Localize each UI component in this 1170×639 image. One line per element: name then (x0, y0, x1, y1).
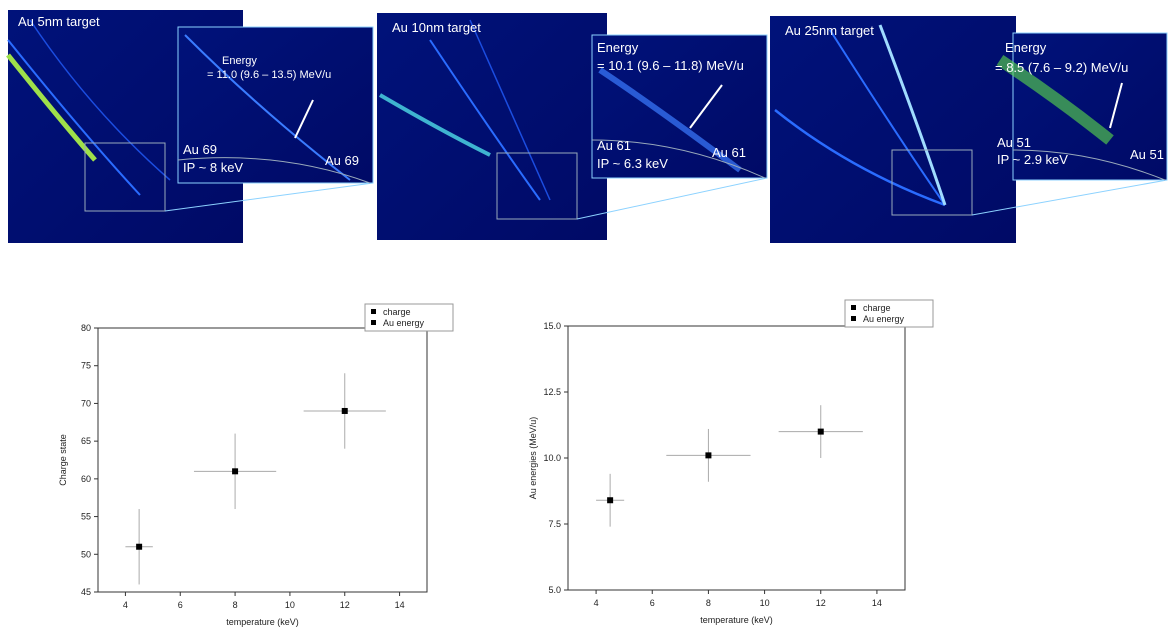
point (607, 497, 614, 504)
point (136, 543, 143, 550)
point (817, 428, 824, 435)
energy-label: Energy (222, 55, 257, 67)
energy: = 10.1 (9.6 – 11.8) MeV/u (597, 58, 744, 73)
x-tick-label: 14 (872, 598, 882, 608)
plot-frame (567, 325, 906, 591)
panel-title: Au 10nm target (392, 20, 481, 35)
panel-title: Au 5nm target (18, 14, 100, 29)
image-panel: Au 25nm target Energy = 8.5 (7.6 – 9.2) … (770, 16, 1168, 243)
x-tick-label: 12 (816, 598, 826, 608)
trace (378, 93, 491, 157)
detector-image (770, 16, 1016, 243)
inset-image (1012, 32, 1168, 181)
x-tick-label: 14 (395, 600, 405, 610)
trace (177, 157, 371, 184)
image-panel: Au 10nm target Energy = 10.1 (9.6 – 11.8… (377, 13, 768, 240)
trace (996, 55, 1114, 145)
curve-label: Au 61 (712, 145, 746, 160)
trace (469, 19, 551, 201)
ip: IP ~ 6.3 keV (597, 156, 668, 171)
trace (6, 53, 97, 162)
trace (1012, 149, 1166, 181)
legend-marker (851, 305, 856, 310)
legend-label: Au energy (383, 318, 425, 328)
trace (598, 67, 742, 173)
arrow (689, 84, 723, 129)
zoom-line (971, 179, 1168, 216)
zoom-box (84, 142, 166, 212)
energy: = 11.0 (9.6 – 13.5) MeV/u (207, 69, 331, 81)
trace (29, 19, 171, 181)
y-tick-label: 10.0 (543, 453, 561, 463)
ion: Au 69 (183, 142, 217, 157)
legend-label: charge (863, 303, 891, 313)
y-tick-label: 5.0 (548, 585, 561, 595)
point (341, 407, 348, 414)
legend-label: Au energy (863, 314, 905, 324)
curve-label: Au 51 (1130, 147, 1164, 162)
x-tick-label: 10 (760, 598, 770, 608)
y-tick-label: 12.5 (543, 387, 561, 397)
plot-frame (97, 327, 428, 593)
y-axis-label: Au energies (MeV/u) (528, 417, 538, 500)
x-axis-label: temperature (keV) (700, 615, 773, 625)
x-tick-label: 8 (706, 598, 711, 608)
point (232, 468, 239, 475)
arrow (1109, 82, 1123, 129)
y-tick-label: 15.0 (543, 321, 561, 331)
inset-image (177, 26, 374, 184)
legend-marker (851, 316, 856, 321)
x-tick-label: 4 (594, 598, 599, 608)
energy-label: Energy (597, 40, 639, 55)
x-tick-label: 8 (233, 600, 238, 610)
legend-marker (371, 320, 376, 325)
y-tick-label: 7.5 (548, 519, 561, 529)
trace (7, 39, 141, 196)
trace (829, 29, 946, 206)
energy-label: Energy (1005, 40, 1047, 55)
x-axis-label: temperature (keV) (226, 617, 299, 627)
zoom-box (891, 149, 973, 216)
energy: = 8.5 (7.6 – 9.2) MeV/u (995, 60, 1128, 75)
y-tick-label: 75 (81, 361, 91, 371)
y-axis-label: Charge state (58, 434, 68, 486)
legend-box (844, 299, 934, 328)
trace (429, 39, 541, 201)
ip: IP ~ 2.9 keV (997, 152, 1068, 167)
ion: Au 51 (997, 135, 1031, 150)
panel-title: Au 25nm target (785, 23, 874, 38)
y-tick-label: 70 (81, 398, 91, 408)
inset-image (591, 34, 768, 179)
legend-label: charge (383, 307, 411, 317)
x-tick-label: 4 (123, 600, 128, 610)
y-tick-label: 45 (81, 587, 91, 597)
y-tick-label: 50 (81, 549, 91, 559)
ion: Au 61 (597, 138, 631, 153)
y-tick-label: 55 (81, 512, 91, 522)
zoom-line (164, 182, 374, 212)
ip: IP ~ 8 keV (183, 160, 243, 175)
zoom-box (496, 152, 578, 220)
x-tick-label: 10 (285, 600, 295, 610)
y-tick-label: 65 (81, 436, 91, 446)
legend-box (364, 303, 454, 332)
image-panel: Au 5nm target Energy = 11.0 (9.6 – 13.5)… (6, 10, 374, 243)
arrow (294, 99, 314, 139)
detector-image (377, 13, 607, 240)
trace (878, 24, 947, 206)
x-tick-label: 6 (650, 598, 655, 608)
trace (184, 34, 351, 181)
x-tick-label: 12 (340, 600, 350, 610)
point (705, 452, 712, 459)
trace (774, 109, 946, 207)
legend-marker (371, 309, 376, 314)
y-tick-label: 60 (81, 474, 91, 484)
zoom-line (576, 177, 768, 220)
trace (591, 139, 766, 179)
curve-label: Au 69 (325, 153, 359, 168)
y-tick-label: 80 (81, 323, 91, 333)
x-tick-label: 6 (178, 600, 183, 610)
